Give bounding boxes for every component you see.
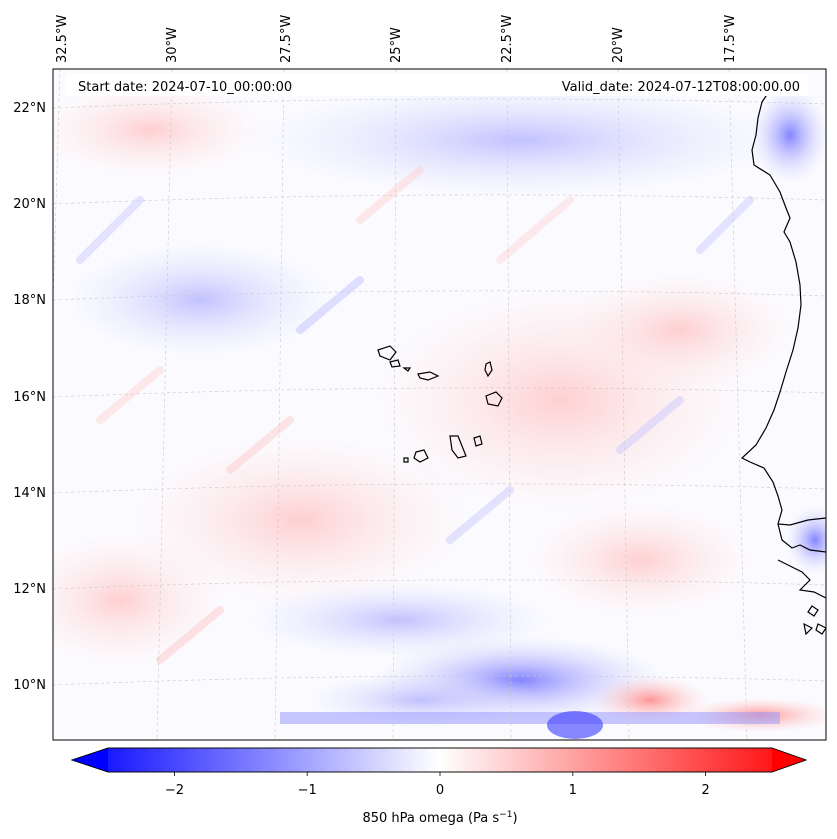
lat-tick-label: 18°N	[13, 293, 46, 308]
map-frame	[52, 68, 827, 741]
colorbar: −2 −1 0 1 2 850 hPa omega (Pa s−1)	[70, 747, 808, 826]
lat-tick-label: 20°N	[13, 197, 46, 212]
island-sal	[484, 361, 493, 378]
gridlines	[53, 69, 826, 740]
gridline-lat-12	[53, 579, 826, 590]
colorbar-outline	[70, 747, 808, 773]
colorbar-tick-label: 0	[436, 783, 444, 798]
start-date-label: Start date: 2024-07-10_00:00:00	[78, 80, 292, 95]
header-box	[66, 74, 808, 96]
colorbar-tick-label: −1	[298, 783, 317, 798]
lon-tick-label: 17.5°W	[723, 15, 738, 63]
bijagos-3	[815, 623, 826, 635]
lat-tick-labels: 22°N 20°N 18°N 16°N 14°N 12°N 10°N	[13, 101, 46, 693]
island-santa-luzia	[402, 367, 412, 372]
colorbar-ticks: −2 −1 0 1 2	[165, 772, 710, 798]
gridline-lon-20	[617, 69, 630, 740]
lon-tick-label: 30°W	[165, 27, 180, 63]
gridline-lat-22	[53, 98, 826, 109]
lat-tick-label: 14°N	[13, 486, 46, 501]
gridline-lon-25	[392, 69, 397, 740]
colorbar-extend-low	[72, 748, 108, 772]
gridline-lat-14	[53, 483, 826, 494]
lat-tick-label: 16°N	[13, 390, 46, 405]
west-africa-coast	[740, 89, 826, 526]
island-sao-nicolau	[417, 371, 440, 381]
colorbar-tick-label: −2	[165, 783, 184, 798]
island-fogo	[413, 449, 429, 463]
bijagos-1	[807, 605, 819, 617]
lon-tick-label: 32.5°W	[55, 15, 70, 63]
omega-field	[53, 69, 826, 740]
gridline-lat-16	[53, 387, 826, 398]
bijagos-2	[803, 622, 814, 636]
island-santiago	[449, 435, 467, 459]
island-sao-vicente	[389, 359, 401, 368]
colorbar-tick-label: 2	[701, 783, 709, 798]
lat-tick-label: 12°N	[13, 582, 46, 597]
island-maio	[473, 435, 483, 447]
gridline-lat-10	[53, 675, 826, 686]
colorbar-extend-high	[772, 748, 806, 772]
colorbar-body	[70, 747, 808, 773]
lat-tick-label: 10°N	[13, 678, 46, 693]
lon-tick-labels: 32.5°W 30°W 27.5°W 25°W 22.5°W 20°W 17.5…	[55, 15, 738, 63]
gridline-lon-27.5	[274, 69, 285, 740]
guinea-bissau-coast	[777, 559, 826, 599]
lon-tick-label: 25°W	[389, 27, 404, 63]
lat-tick-label: 22°N	[13, 101, 46, 116]
island-santo-antao	[377, 345, 397, 361]
valid-date-label: Valid_date: 2024-07-12T08:00:00.00	[562, 80, 800, 95]
gambia-coast	[777, 523, 826, 553]
lon-tick-label: 27.5°W	[279, 15, 294, 63]
gridline-lon-22.5	[506, 69, 512, 740]
colorbar-tick-label: 1	[569, 783, 577, 798]
lon-tick-label: 20°W	[611, 27, 626, 63]
island-brava	[403, 457, 409, 463]
island-boa-vista	[485, 391, 503, 407]
gridline-lat-20	[53, 194, 826, 205]
lon-tick-label: 22.5°W	[500, 15, 515, 63]
colorbar-label: 850 hPa omega (Pa s−1)	[362, 810, 517, 826]
gridline-lat-18	[53, 290, 826, 301]
gridline-lon-30	[156, 69, 173, 740]
coastlines	[377, 89, 826, 636]
gridline-lon-17.5	[728, 69, 748, 740]
